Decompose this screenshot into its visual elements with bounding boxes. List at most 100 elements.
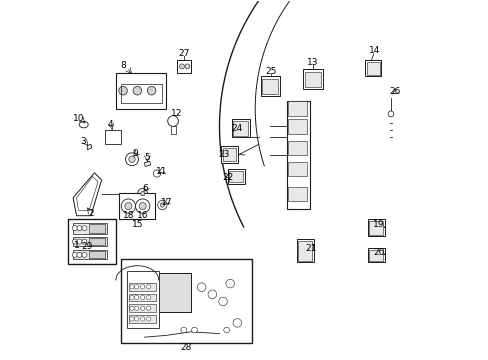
- Text: 12: 12: [171, 109, 182, 118]
- Text: 29: 29: [81, 242, 92, 251]
- Polygon shape: [144, 161, 150, 166]
- Circle shape: [179, 64, 184, 69]
- Text: 18: 18: [122, 211, 134, 220]
- Polygon shape: [73, 173, 102, 216]
- Circle shape: [207, 290, 216, 298]
- Circle shape: [125, 153, 138, 166]
- Bar: [116, 73, 165, 109]
- Bar: [129, 294, 156, 301]
- Circle shape: [124, 203, 132, 210]
- Bar: [262, 79, 277, 94]
- Circle shape: [134, 296, 139, 300]
- Text: 2: 2: [89, 210, 94, 219]
- Bar: [89, 251, 105, 258]
- Text: 10: 10: [73, 114, 84, 123]
- Circle shape: [233, 319, 241, 327]
- Circle shape: [167, 116, 178, 126]
- Text: 28: 28: [180, 343, 191, 352]
- Text: 11: 11: [156, 167, 167, 176]
- Bar: [288, 102, 307, 116]
- Bar: [222, 148, 236, 161]
- Circle shape: [146, 285, 151, 289]
- Circle shape: [140, 285, 144, 289]
- Circle shape: [82, 239, 87, 244]
- Text: 25: 25: [264, 67, 276, 76]
- Text: 27: 27: [178, 49, 189, 58]
- Bar: [229, 171, 242, 182]
- Bar: [286, 102, 309, 208]
- Circle shape: [119, 86, 127, 95]
- Circle shape: [138, 189, 147, 199]
- Bar: [67, 219, 116, 264]
- Circle shape: [140, 306, 144, 310]
- Bar: [367, 248, 384, 262]
- Circle shape: [139, 203, 146, 210]
- Circle shape: [146, 296, 151, 300]
- Bar: [171, 126, 175, 134]
- Bar: [367, 219, 384, 237]
- Text: 14: 14: [368, 46, 379, 55]
- Circle shape: [225, 279, 234, 288]
- Circle shape: [146, 306, 151, 310]
- Circle shape: [72, 252, 77, 257]
- Circle shape: [130, 296, 134, 300]
- Circle shape: [82, 226, 87, 231]
- Bar: [288, 119, 307, 134]
- Circle shape: [181, 327, 186, 333]
- Text: 4: 4: [107, 120, 113, 129]
- Bar: [368, 250, 382, 261]
- Bar: [129, 304, 156, 312]
- Text: 6: 6: [142, 184, 148, 193]
- Bar: [365, 60, 381, 76]
- Circle shape: [146, 317, 151, 321]
- Bar: [73, 223, 107, 234]
- Bar: [129, 315, 156, 323]
- Bar: [119, 193, 155, 219]
- Circle shape: [157, 201, 166, 210]
- Bar: [227, 169, 244, 184]
- Text: 19: 19: [373, 220, 384, 229]
- Bar: [73, 237, 107, 246]
- Bar: [288, 187, 307, 202]
- Bar: [296, 239, 313, 262]
- Ellipse shape: [79, 121, 88, 128]
- Text: 17: 17: [161, 198, 172, 207]
- Circle shape: [224, 327, 229, 333]
- Bar: [73, 250, 107, 259]
- Text: 5: 5: [144, 153, 150, 162]
- Circle shape: [140, 296, 144, 300]
- Bar: [127, 271, 159, 328]
- Bar: [233, 121, 247, 136]
- Bar: [366, 63, 379, 75]
- Circle shape: [140, 317, 144, 321]
- Bar: [176, 60, 190, 73]
- Bar: [298, 241, 311, 261]
- Bar: [121, 84, 162, 103]
- Bar: [305, 72, 320, 87]
- Text: 22: 22: [223, 173, 234, 182]
- Text: 3: 3: [80, 137, 86, 146]
- Circle shape: [153, 170, 160, 177]
- Text: 15: 15: [131, 220, 143, 229]
- Text: 13: 13: [307, 58, 318, 67]
- Circle shape: [82, 252, 87, 257]
- Bar: [288, 141, 307, 155]
- Text: 20: 20: [373, 248, 384, 257]
- Text: 23: 23: [218, 150, 229, 159]
- Circle shape: [72, 226, 77, 231]
- Bar: [129, 283, 156, 291]
- Bar: [148, 273, 190, 312]
- Circle shape: [130, 317, 134, 321]
- Bar: [303, 69, 323, 89]
- Circle shape: [72, 239, 77, 244]
- Bar: [221, 146, 238, 163]
- Circle shape: [147, 86, 156, 95]
- Bar: [89, 238, 105, 245]
- Circle shape: [134, 317, 139, 321]
- Circle shape: [130, 285, 134, 289]
- Bar: [368, 221, 382, 235]
- Circle shape: [191, 327, 197, 333]
- Circle shape: [133, 86, 142, 95]
- Circle shape: [130, 306, 134, 310]
- Circle shape: [218, 297, 227, 306]
